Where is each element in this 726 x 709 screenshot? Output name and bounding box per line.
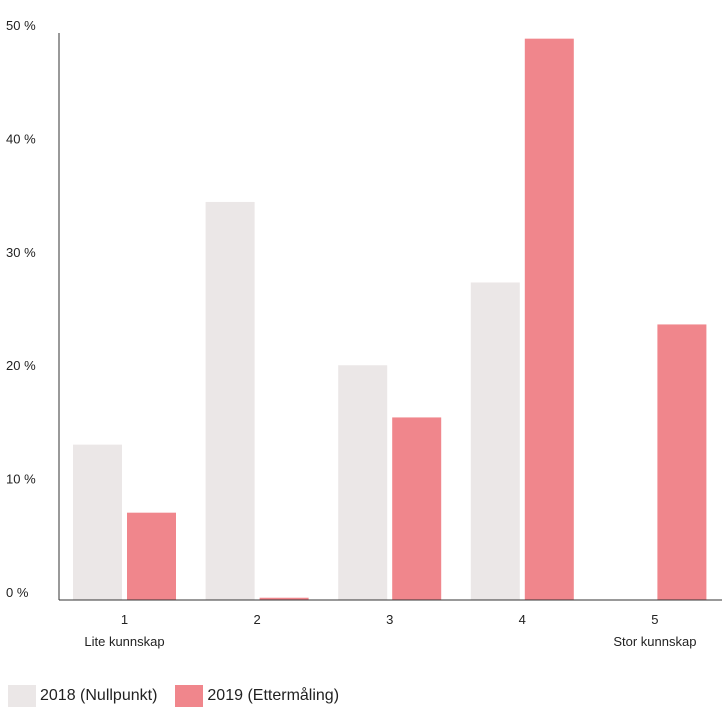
bar-chart: 0 % 10 % 20 % 30 % 40 % 50 % 1 Lite kunnskap 2 3 4… xyxy=(6,18,722,649)
y-tick-label: 30 % xyxy=(6,245,36,260)
x-tick-sublabel: Lite kunnskap xyxy=(84,634,164,649)
bar-2019-cat-2 xyxy=(259,597,309,600)
legend: 2018 (Nullpunkt) 2019 (Ettermåling) xyxy=(8,684,357,708)
y-tick-label: 40 % xyxy=(6,131,36,146)
bar-2019-cat-3 xyxy=(392,417,442,600)
legend-label-2019: 2019 (Ettermåling) xyxy=(207,687,340,704)
legend-item-2019: 2019 (Ettermåling) xyxy=(175,685,339,707)
bar-2019-cat-1 xyxy=(127,512,176,600)
x-tick-label: 3 xyxy=(386,612,393,627)
x-tick-sublabel: Stor kunnskap xyxy=(613,634,696,649)
bar-2018-cat-2 xyxy=(205,201,255,600)
bar-2019-cat-4 xyxy=(524,38,574,601)
y-tick-label: 20 % xyxy=(6,358,36,373)
x-tick-label: 5 xyxy=(651,612,658,627)
x-tick-label: 1 xyxy=(121,612,128,627)
bar-2018-cat-4 xyxy=(470,282,520,600)
legend-item-2018: 2018 (Nullpunkt) xyxy=(8,685,157,707)
legend-label-2018: 2018 (Nullpunkt) xyxy=(40,687,158,704)
legend-swatch-2018 xyxy=(8,685,36,707)
bar-2019-cat-5 xyxy=(657,324,707,600)
bar-2018-cat-1 xyxy=(73,444,122,600)
y-tick-label: 0 % xyxy=(6,585,29,600)
bar-2018-cat-3 xyxy=(338,365,388,600)
y-tick-label: 50 % xyxy=(6,18,36,33)
x-tick-label: 4 xyxy=(519,612,526,627)
x-tick-label: 2 xyxy=(253,612,260,627)
y-tick-label: 10 % xyxy=(6,472,36,487)
legend-swatch-2019 xyxy=(175,685,204,707)
